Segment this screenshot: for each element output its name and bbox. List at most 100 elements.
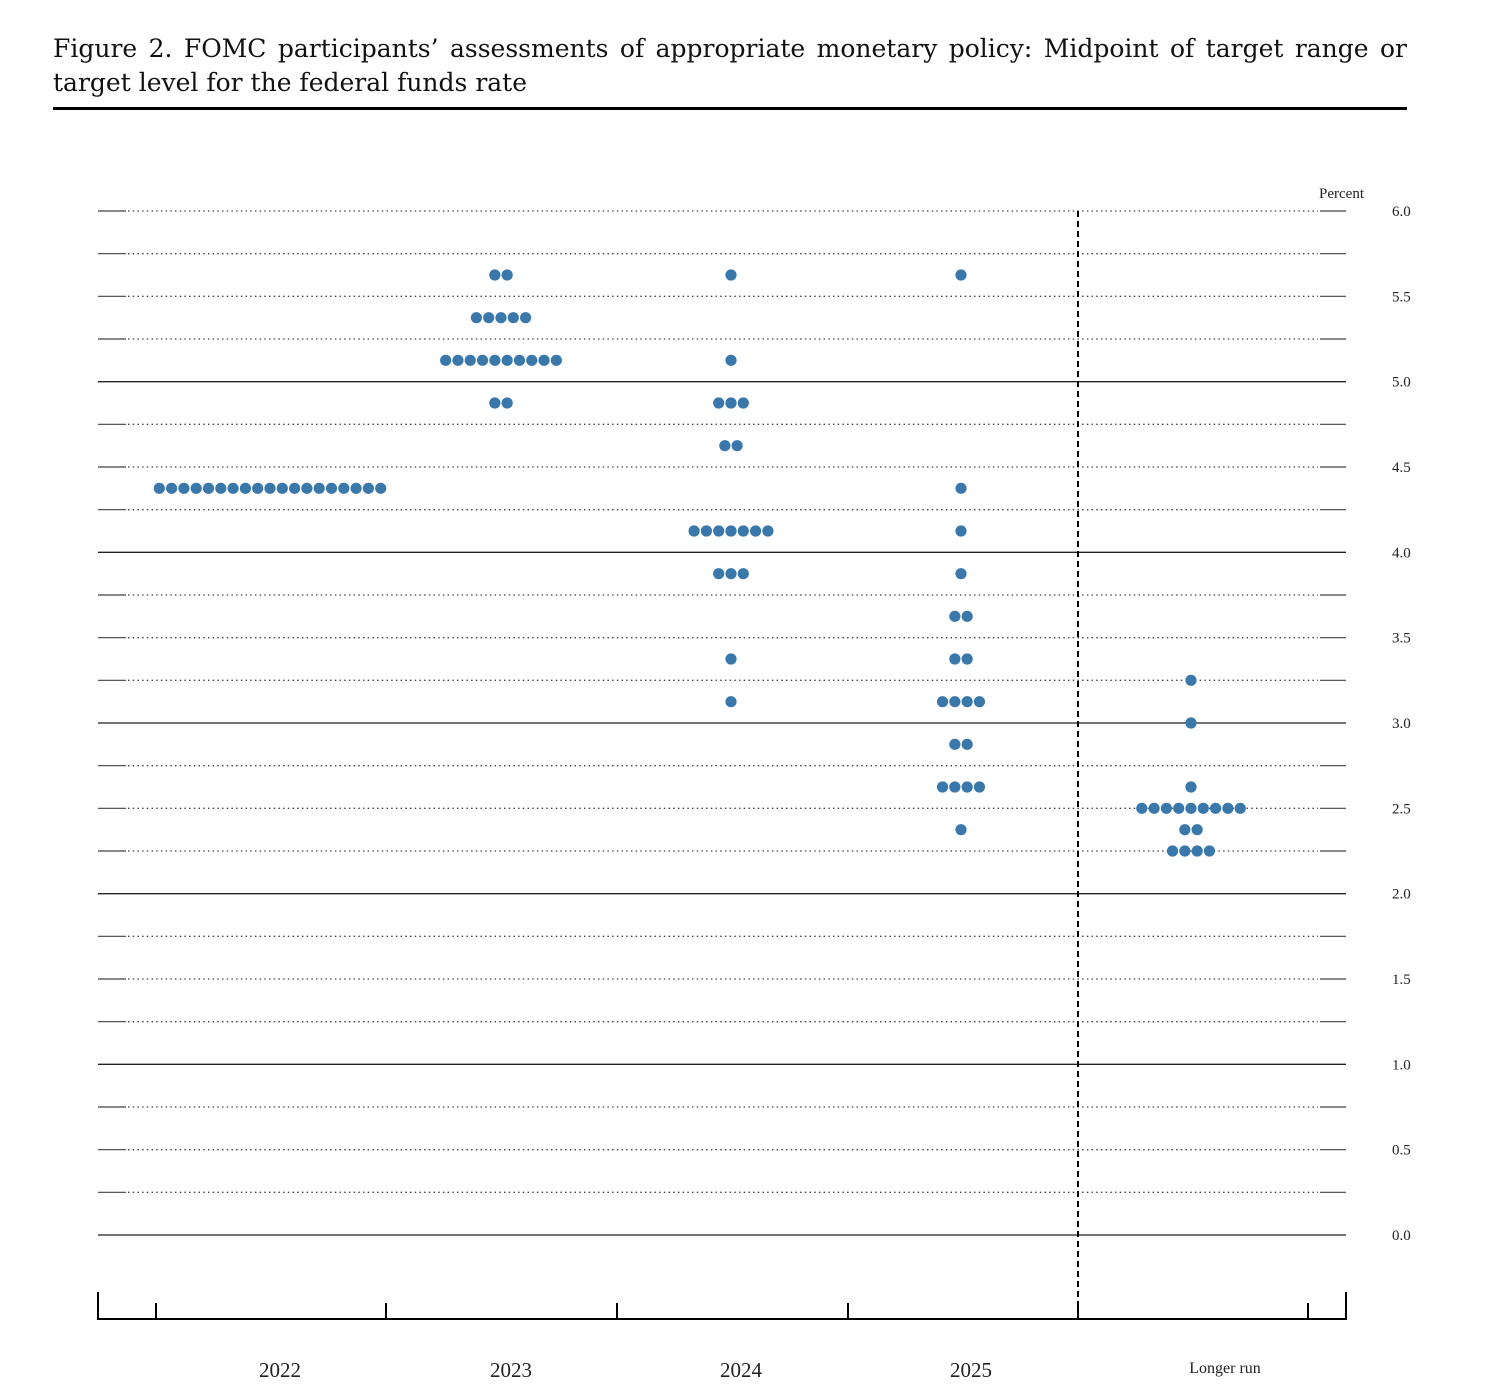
participant-dot: [949, 610, 961, 622]
participant-dot: [313, 482, 325, 494]
participant-dot: [737, 568, 749, 580]
participant-dot: [955, 568, 967, 580]
participant-dot: [737, 525, 749, 537]
participant-dot: [153, 482, 165, 494]
participant-dot: [725, 568, 737, 580]
participant-dot: [239, 482, 251, 494]
participant-dot: [725, 696, 737, 708]
participant-dot: [936, 781, 949, 793]
participant-dot: [961, 781, 973, 793]
participant-dot: [289, 482, 301, 494]
y-tick-label: 0.5: [1392, 1143, 1411, 1159]
participant-dot: [955, 525, 967, 537]
participant-dot: [1179, 845, 1191, 857]
x-category-label: 2024: [720, 1358, 763, 1382]
participant-dot: [750, 525, 762, 537]
y-tick-label: 3.5: [1392, 631, 1411, 647]
participant-dot: [526, 354, 538, 366]
participant-dot: [276, 482, 288, 494]
participant-dot: [762, 525, 774, 537]
participant-dot: [1185, 802, 1197, 814]
y-axis-label: Percent: [1319, 186, 1365, 202]
grid-lines: [98, 210, 1346, 1236]
participant-dot: [725, 269, 737, 281]
participant-dot: [507, 312, 519, 324]
participant-dot: [202, 482, 215, 494]
participant-dot: [725, 525, 737, 537]
participant-dot: [227, 482, 239, 494]
participant-dot: [725, 397, 737, 409]
participant-dot: [375, 482, 387, 494]
participant-dot: [1203, 845, 1216, 857]
participant-dot: [362, 482, 374, 494]
participant-dot: [737, 397, 749, 409]
y-tick-label: 1.0: [1392, 1057, 1411, 1073]
participant-dot: [513, 354, 526, 366]
participant-dot: [501, 269, 513, 281]
participant-dot: [961, 696, 973, 708]
participant-dot: [464, 354, 476, 366]
participant-dot: [949, 781, 961, 793]
participant-dot: [550, 354, 562, 366]
participant-dot: [725, 354, 737, 366]
participant-dot: [483, 312, 495, 324]
participant-dot: [264, 482, 276, 494]
participant-dot: [688, 525, 700, 537]
participant-dot: [1148, 802, 1160, 814]
x-category-label: Longer run: [1189, 1360, 1261, 1377]
y-axis-tick-labels: 0.0 0.5 1.0 1.5 2.0 2.5 3.0 3.5 4.0 4.5 5.0 5.5 6.0: [1392, 204, 1411, 1244]
participant-dot: [1160, 802, 1172, 814]
participant-dot: [949, 738, 961, 750]
participant-dot: [973, 696, 986, 708]
x-category-label: 2023: [490, 1358, 532, 1382]
participant-dot: [452, 354, 464, 366]
participant-dot: [520, 312, 532, 324]
participant-dot: [1222, 802, 1234, 814]
participant-dot: [1166, 845, 1179, 857]
participant-dot: [1185, 674, 1197, 686]
participant-dot: [955, 482, 967, 494]
participant-dot: [949, 653, 961, 665]
participant-dots: [153, 269, 1246, 857]
participant-dot: [961, 738, 973, 750]
participant-dot: [936, 696, 949, 708]
participant-dot: [325, 482, 338, 494]
participant-dot: [973, 781, 986, 793]
participant-dot: [713, 525, 725, 537]
participant-dot: [476, 354, 489, 366]
y-tick-label: 5.0: [1392, 375, 1411, 391]
participant-dot: [1173, 802, 1185, 814]
participant-dot: [955, 824, 967, 836]
participant-dot: [1197, 802, 1209, 814]
participant-dot: [725, 653, 737, 665]
y-tick-label: 1.5: [1392, 972, 1411, 988]
y-tick-label: 0.0: [1392, 1228, 1411, 1244]
participant-dot: [1136, 802, 1148, 814]
participant-dot: [470, 312, 482, 324]
y-tick-label: 2.0: [1392, 887, 1411, 903]
participant-dot: [489, 354, 501, 366]
participant-dot: [1234, 802, 1246, 814]
participant-dot: [1210, 802, 1222, 814]
y-tick-label: 4.0: [1392, 545, 1411, 561]
participant-dot: [495, 312, 507, 324]
participant-dot: [301, 482, 313, 494]
participant-dot: [719, 440, 731, 452]
participant-dot: [538, 354, 550, 366]
x-category-label: 2022: [259, 1358, 301, 1382]
participant-dot: [338, 482, 350, 494]
participant-dot: [955, 269, 967, 281]
participant-dot: [1191, 845, 1203, 857]
y-tick-label: 6.0: [1392, 204, 1411, 220]
participant-dot: [1179, 824, 1191, 836]
participant-dot: [713, 568, 725, 580]
y-tick-label: 4.5: [1392, 460, 1411, 476]
participant-dot: [1191, 824, 1203, 836]
participant-dot: [178, 482, 190, 494]
participant-dot: [166, 482, 178, 494]
participant-dot: [1185, 717, 1197, 729]
participant-dot: [440, 354, 452, 366]
participant-dot: [489, 269, 501, 281]
participant-dot: [961, 610, 973, 622]
